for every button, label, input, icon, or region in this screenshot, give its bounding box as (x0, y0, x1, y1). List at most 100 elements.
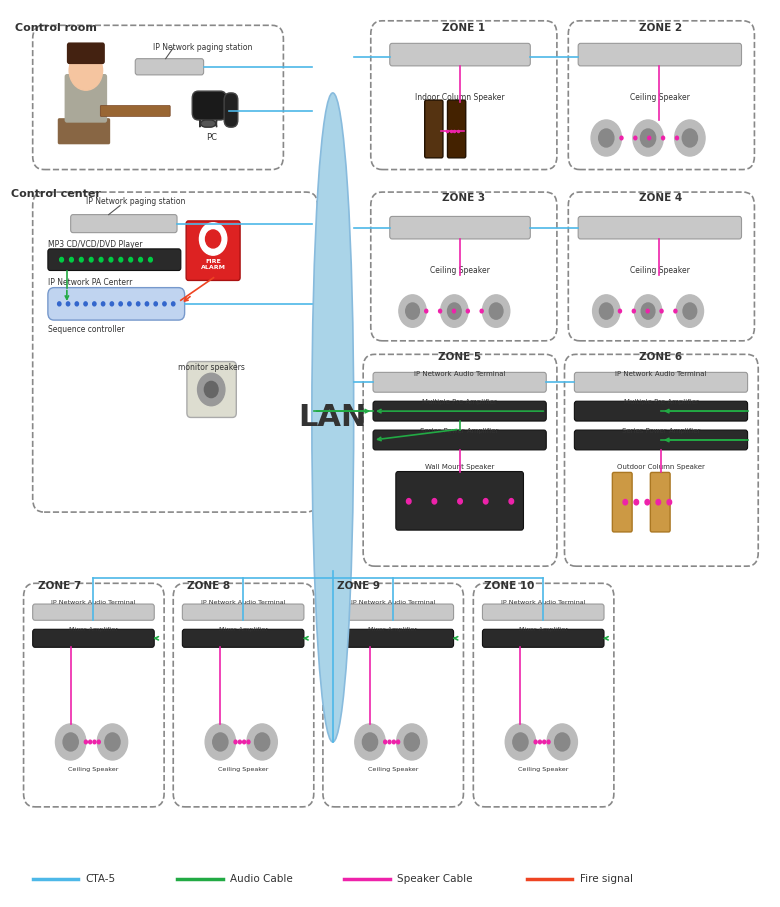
Circle shape (55, 724, 86, 760)
Text: Multiple Pre Amplifier: Multiple Pre Amplifier (422, 399, 497, 405)
Text: PC: PC (206, 133, 217, 142)
Text: Mixer Amplifier: Mixer Amplifier (519, 627, 568, 631)
Circle shape (683, 303, 697, 319)
Text: IP Network paging station: IP Network paging station (86, 197, 185, 206)
Circle shape (466, 309, 470, 313)
Text: FIRE
ALARM: FIRE ALARM (200, 258, 225, 269)
Text: CTA-5: CTA-5 (86, 874, 116, 884)
Circle shape (438, 309, 441, 313)
FancyBboxPatch shape (578, 44, 742, 66)
Circle shape (646, 309, 649, 313)
Circle shape (396, 724, 427, 760)
Circle shape (509, 499, 513, 504)
Circle shape (363, 733, 378, 751)
Circle shape (543, 740, 546, 744)
FancyBboxPatch shape (578, 217, 742, 239)
Circle shape (620, 136, 623, 140)
Text: Ceiling Speaker: Ceiling Speaker (430, 266, 490, 275)
Text: IP Network Audio Terminal: IP Network Audio Terminal (615, 371, 707, 376)
Circle shape (406, 499, 411, 504)
Text: Speaker Cable: Speaker Cable (397, 874, 473, 884)
Text: Multiple Pre Amplifier: Multiple Pre Amplifier (623, 399, 698, 405)
Circle shape (129, 258, 133, 262)
Circle shape (600, 303, 613, 319)
FancyBboxPatch shape (187, 362, 236, 417)
FancyBboxPatch shape (612, 473, 632, 532)
FancyBboxPatch shape (395, 472, 523, 530)
Text: ZONE 4: ZONE 4 (640, 193, 682, 203)
Circle shape (110, 302, 114, 306)
Circle shape (388, 740, 391, 744)
Circle shape (645, 500, 650, 505)
Circle shape (641, 303, 655, 319)
Circle shape (661, 136, 665, 140)
Circle shape (119, 302, 122, 306)
Circle shape (483, 295, 510, 327)
FancyBboxPatch shape (58, 118, 110, 144)
Circle shape (593, 295, 620, 327)
FancyBboxPatch shape (424, 100, 443, 158)
Text: Ceiling Speaker: Ceiling Speaker (629, 266, 690, 275)
FancyBboxPatch shape (67, 43, 105, 64)
FancyBboxPatch shape (448, 100, 466, 158)
Text: IP Network Audio Terminal: IP Network Audio Terminal (51, 600, 136, 605)
Circle shape (109, 258, 113, 262)
Circle shape (59, 258, 63, 262)
FancyBboxPatch shape (101, 105, 170, 116)
Circle shape (634, 295, 661, 327)
Circle shape (489, 303, 503, 319)
FancyBboxPatch shape (186, 221, 240, 280)
FancyBboxPatch shape (192, 91, 226, 120)
FancyBboxPatch shape (373, 373, 546, 392)
Circle shape (399, 295, 426, 327)
Circle shape (80, 258, 83, 262)
Circle shape (98, 740, 101, 744)
Circle shape (667, 500, 672, 505)
Text: Outdoor Column Speaker: Outdoor Column Speaker (617, 464, 705, 471)
Circle shape (432, 499, 437, 504)
Text: IP Network Audio Terminal: IP Network Audio Terminal (201, 600, 285, 605)
FancyBboxPatch shape (48, 288, 185, 320)
FancyBboxPatch shape (48, 249, 181, 270)
Circle shape (660, 309, 663, 313)
FancyBboxPatch shape (390, 217, 530, 239)
FancyBboxPatch shape (483, 604, 604, 620)
FancyBboxPatch shape (574, 401, 747, 421)
Circle shape (163, 302, 166, 306)
Circle shape (547, 740, 550, 744)
Circle shape (205, 724, 236, 760)
FancyBboxPatch shape (332, 604, 454, 620)
Circle shape (213, 733, 228, 751)
Circle shape (145, 302, 149, 306)
Text: Ceiling Speaker: Ceiling Speaker (68, 767, 119, 772)
Circle shape (105, 733, 120, 751)
Circle shape (136, 302, 140, 306)
FancyBboxPatch shape (71, 215, 177, 233)
Text: Audio Cable: Audio Cable (230, 874, 293, 884)
Circle shape (69, 51, 103, 90)
Circle shape (633, 309, 636, 313)
FancyBboxPatch shape (33, 604, 154, 620)
Circle shape (480, 309, 483, 313)
Text: monitor speakers: monitor speakers (178, 364, 245, 373)
FancyBboxPatch shape (200, 120, 217, 127)
Circle shape (172, 302, 175, 306)
FancyBboxPatch shape (373, 430, 546, 450)
Circle shape (448, 303, 461, 319)
FancyBboxPatch shape (574, 373, 747, 392)
Circle shape (424, 309, 427, 313)
Text: ZONE 10: ZONE 10 (484, 580, 534, 590)
Circle shape (119, 258, 122, 262)
FancyBboxPatch shape (651, 473, 670, 532)
Text: Sequence controller: Sequence controller (48, 326, 125, 335)
Circle shape (197, 374, 225, 405)
Circle shape (538, 740, 541, 744)
Circle shape (458, 499, 463, 504)
Circle shape (384, 740, 387, 744)
Text: IP Network paging station: IP Network paging station (153, 44, 252, 53)
Text: ZONE 2: ZONE 2 (640, 23, 682, 33)
Circle shape (101, 302, 105, 306)
Text: IP Network Audio Terminal: IP Network Audio Terminal (350, 600, 435, 605)
Circle shape (254, 733, 270, 751)
Text: Series Power Amplifier: Series Power Amplifier (622, 428, 700, 434)
